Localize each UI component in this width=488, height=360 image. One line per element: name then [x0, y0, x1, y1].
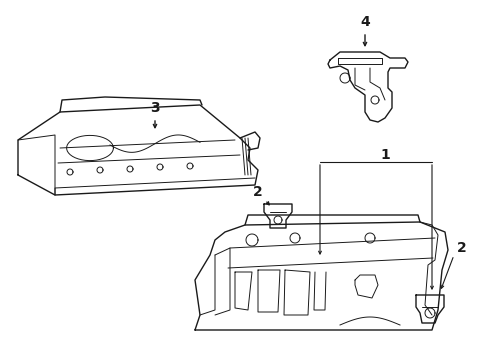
- Text: 1: 1: [379, 148, 389, 162]
- Text: 2: 2: [253, 185, 263, 199]
- Text: 2: 2: [456, 241, 466, 255]
- Text: 3: 3: [150, 101, 160, 115]
- Text: 4: 4: [359, 15, 369, 29]
